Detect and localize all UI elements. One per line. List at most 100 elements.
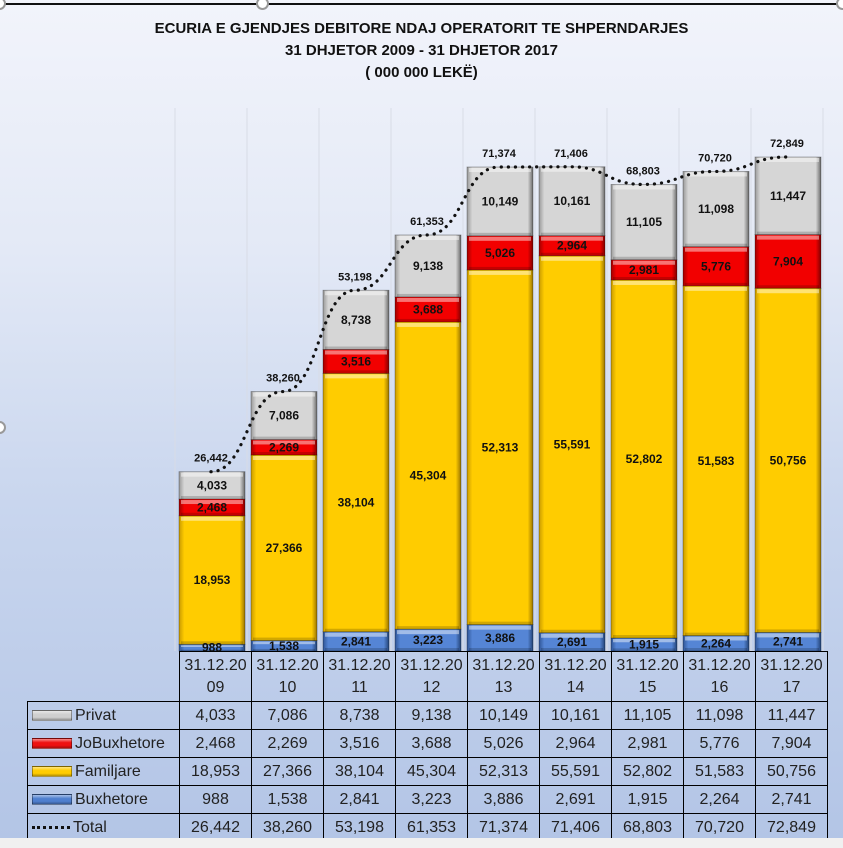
bar-value-label: 1,915 <box>629 638 659 652</box>
bar-bevel <box>253 455 315 460</box>
bar-bevel <box>685 172 747 177</box>
bar-bevel <box>685 632 747 636</box>
legend-label: Buxhetore <box>75 790 148 808</box>
bar-value-label: 11,447 <box>770 189 806 203</box>
bar-privat <box>322 289 390 350</box>
bar-bevel <box>541 256 603 261</box>
total-value-label: 72,849 <box>770 138 804 150</box>
table-cell: 2,841 <box>323 785 396 814</box>
bar-value-label: 51,583 <box>698 454 735 468</box>
bar-bevel <box>181 472 243 477</box>
legend-entry[interactable]: JoBuxhetore <box>27 729 180 758</box>
bar-value-label: 10,161 <box>554 194 591 208</box>
bar-bevel <box>181 645 243 647</box>
bar-bevel <box>253 440 315 445</box>
table-cell: 7,086 <box>251 701 324 730</box>
bar-jobuxhetore <box>466 235 534 271</box>
bar-bevel <box>253 451 315 455</box>
bar-bevel <box>325 370 387 374</box>
bar-bevel <box>253 392 315 397</box>
table-cell: 26,442 <box>179 813 252 838</box>
bar-bevel <box>613 639 675 643</box>
bar-value-label: 38,104 <box>338 496 375 510</box>
chart-units: ( 000 000 LEKË) <box>365 64 478 81</box>
legend-entry[interactable]: Familjare <box>27 757 180 786</box>
bar-bevel <box>613 648 675 651</box>
bar-bevel <box>685 243 747 247</box>
bar-bevel <box>469 232 531 236</box>
bar-jobuxhetore <box>754 234 822 289</box>
bar-value-label: 3,886 <box>485 631 515 645</box>
bar-value-label: 9,138 <box>413 259 443 273</box>
table-row: Total 26,442 38,260 53,198 61,353 71,374 71,40… <box>27 813 828 838</box>
category-label: 31.12.20 09 <box>179 651 252 702</box>
bar-bevel <box>397 630 459 635</box>
legend-swatch-privat-icon <box>32 709 72 721</box>
bar-value-label: 3,223 <box>413 633 443 647</box>
bar-bevel <box>181 496 243 500</box>
bar-value-label: 2,269 <box>269 440 299 454</box>
bar-value-label: 2,981 <box>629 263 659 277</box>
bar-bevel <box>541 167 603 172</box>
bar-value-label: 55,591 <box>554 437 591 451</box>
table-cell: 38,104 <box>323 757 396 786</box>
bar-bevel <box>541 232 603 236</box>
bar-privat <box>610 184 678 261</box>
table-cell: 2,269 <box>251 729 324 758</box>
bar-value-label: 2,264 <box>701 636 731 650</box>
bar-familjare <box>682 285 750 637</box>
bars <box>178 156 822 652</box>
bar-bevel <box>181 641 243 645</box>
bar-jobuxhetore <box>538 235 606 257</box>
bar-bevel <box>325 374 387 379</box>
resize-handle-top-right[interactable] <box>836 0 843 10</box>
resize-handle-top-middle[interactable] <box>256 0 269 10</box>
bar-bevel <box>469 648 531 651</box>
table-cell: 68,803 <box>611 813 684 838</box>
table-cell: 2,981 <box>611 729 684 758</box>
table-cell: 1,915 <box>611 785 684 814</box>
total-value-label: 53,198 <box>338 271 372 283</box>
total-value-label: 61,353 <box>410 216 444 228</box>
gridlines <box>174 108 824 651</box>
legend-entry[interactable]: Total <box>27 813 180 838</box>
bar-bevel <box>469 625 531 630</box>
table-cell: 71,406 <box>539 813 612 838</box>
bar-privat <box>682 171 750 248</box>
table-cell: 3,886 <box>467 785 540 814</box>
bar-bevel <box>397 297 459 302</box>
bar-privat <box>394 234 462 298</box>
bar-value-label: 5,776 <box>701 259 731 273</box>
table-cell: 8,738 <box>323 701 396 730</box>
bar-bevel <box>613 256 675 260</box>
bar-bevel <box>181 516 243 521</box>
bar-value-label: 52,802 <box>626 452 663 466</box>
bar-bevel <box>541 236 603 241</box>
total-value-label: 26,442 <box>194 453 228 465</box>
bar-value-label: 5,026 <box>485 246 515 260</box>
bar-bevel <box>541 648 603 651</box>
table-cell: 2,691 <box>539 785 612 814</box>
bar-privat <box>178 471 246 500</box>
bar-value-label: 2,691 <box>557 635 587 649</box>
bar-familjare <box>250 454 318 641</box>
table-corner <box>28 652 180 702</box>
table-cell: 9,138 <box>395 701 468 730</box>
bar-bevel <box>757 231 819 235</box>
bar-bevel <box>469 266 531 270</box>
table-cell: 71,374 <box>467 813 540 838</box>
bar-bevel <box>757 629 819 633</box>
table-cell: 10,149 <box>467 701 540 730</box>
bar-value-label: 8,738 <box>341 313 371 327</box>
bar-bevel <box>757 158 819 163</box>
bar-bevel <box>469 236 531 241</box>
chart-title-block: ECURIA E GJENDJES DEBITORE NDAJ OPERATOR… <box>0 18 843 84</box>
bar-bevel <box>325 628 387 632</box>
bar-value-label: 4,033 <box>197 478 227 492</box>
legend-swatch-jobuxhetore-icon <box>32 737 72 749</box>
bar-bevel <box>541 629 603 633</box>
legend-entry[interactable]: Privat <box>27 701 180 730</box>
table-cell: 11,098 <box>683 701 756 730</box>
legend-entry[interactable]: Buxhetore <box>27 785 180 814</box>
